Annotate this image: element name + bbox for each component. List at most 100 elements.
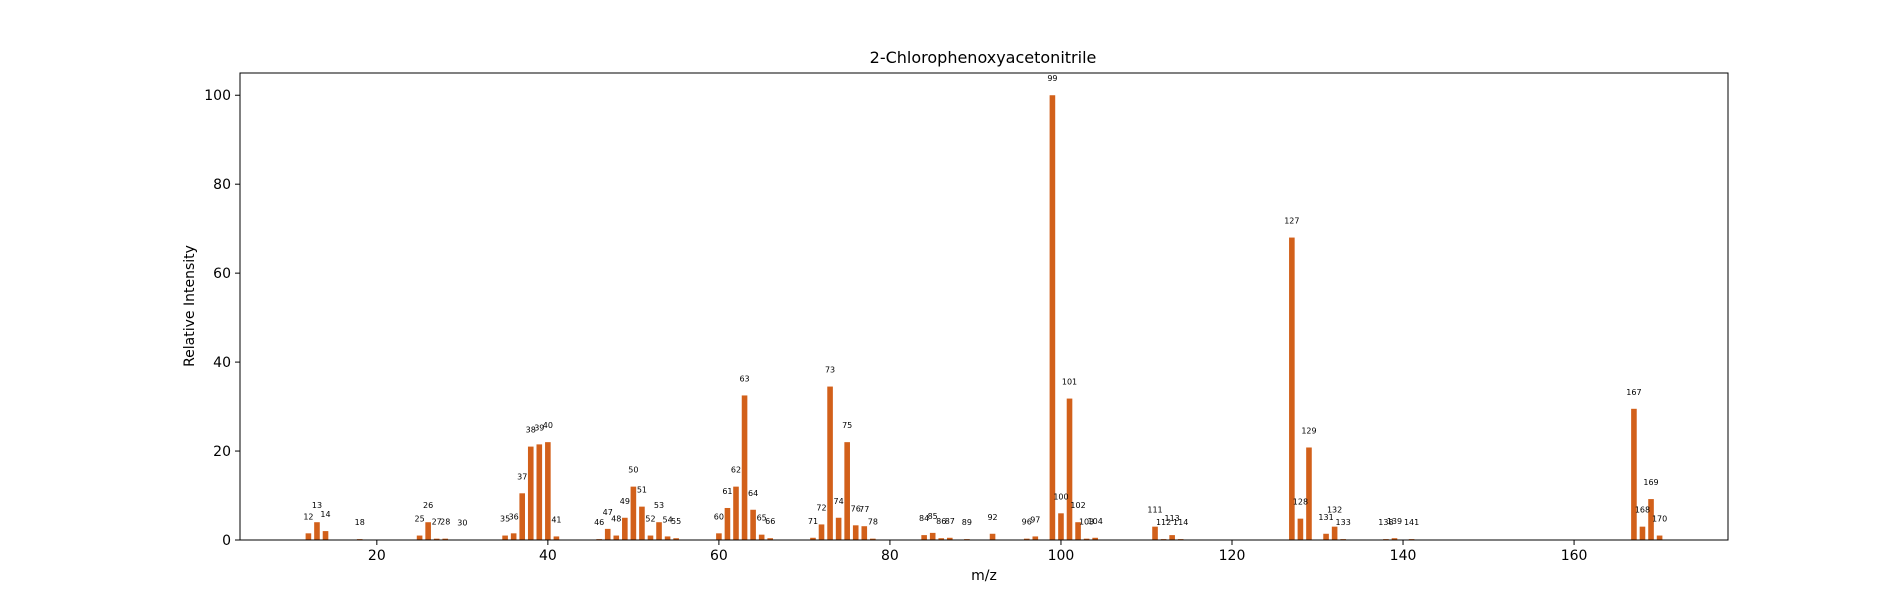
bar-mz-168 [1639,526,1646,540]
y-tick-label: 60 [213,266,231,282]
bar-label-mz-141: 141 [1404,518,1419,527]
x-axis: 20 40 60 80 100 120 140 160 [368,540,1587,564]
bar-mz-40 [545,442,551,540]
bar-label-mz-30: 30 [457,519,467,528]
bar-mz-111 [1152,526,1158,540]
bar-mz-129 [1306,447,1312,540]
bar-mz-78 [870,538,876,540]
bar-label-mz-131: 131 [1318,513,1333,522]
bar-mz-73 [827,386,833,540]
bar-label-mz-133: 133 [1336,518,1351,527]
bar-label-mz-97: 97 [1030,515,1040,524]
bar-label-mz-61: 61 [722,487,732,496]
bar-label-mz-104: 104 [1088,517,1103,526]
bar-label-mz-66: 66 [765,517,775,526]
bar-mz-97 [1032,536,1039,540]
y-axis: 0 20 40 60 80 100 [204,88,240,549]
bar-label-mz-169: 169 [1643,478,1658,487]
bar-label-mz-138: 138 [1378,518,1393,527]
plot-frame [239,72,1729,541]
bar-mz-54 [664,536,671,540]
bar-label-mz-99: 99 [1047,74,1057,83]
bar-mz-167 [1631,408,1637,540]
bar-mz-12 [305,533,312,540]
bar-mz-104 [1092,537,1098,540]
y-tick-label: 20 [213,444,231,460]
bar-mz-55 [673,538,679,540]
y-axis-title: Relative Intensity [182,245,198,367]
bar-mz-47 [604,528,611,540]
bar-mz-132 [1331,526,1338,540]
bar-label-mz-28: 28 [440,518,450,527]
x-tick-label: 60 [710,548,728,564]
bar-label-mz-63: 63 [739,374,749,383]
bar-mz-52 [647,535,654,540]
bar-mz-60 [716,533,722,540]
bar-mz-62 [733,486,739,540]
bar-mz-71 [810,537,816,540]
bar-label-mz-52: 52 [645,515,655,524]
bar-mz-102 [1075,522,1081,540]
bar-mz-13 [314,522,320,540]
bar-label-mz-53: 53 [654,501,664,510]
bar-label-mz-73: 73 [825,366,835,375]
y-tick-label: 100 [204,88,231,104]
bar-mz-63 [741,395,748,540]
bar-label-mz-100: 100 [1053,492,1068,501]
bar-label-mz-25: 25 [414,515,424,524]
bar-label-mz-78: 78 [868,518,878,527]
chart-title: 2-Chlorophenoxyacetonitrile [870,48,1097,67]
bar-mz-41 [553,536,560,540]
bar-mz-84 [921,535,927,540]
bar-label-mz-167: 167 [1626,388,1641,397]
bar-mz-76 [852,525,859,540]
bar-mz-37 [519,493,526,540]
bar-mz-38 [527,446,534,540]
bar-label-mz-62: 62 [731,466,741,475]
bar-mz-99 [1049,95,1056,541]
bar-mz-36 [510,533,517,540]
bar-label-mz-72: 72 [816,503,826,512]
bar-label-mz-38: 38 [526,426,536,435]
bar-label-mz-35: 35 [500,515,510,524]
bar-label-mz-139: 139 [1387,517,1402,526]
bar-mz-92 [989,533,996,540]
bar-label-mz-168: 168 [1635,506,1650,515]
bar-label-mz-47: 47 [603,508,613,517]
bars-group [305,95,1663,541]
y-tick-label: 0 [222,533,231,549]
bar-mz-48 [613,535,620,540]
bar-mz-169 [1648,499,1654,540]
bar-mz-128 [1297,518,1304,540]
bar-label-mz-132: 132 [1327,506,1342,515]
bar-mz-100 [1058,513,1064,540]
bar-label-mz-92: 92 [987,513,997,522]
bar-label-mz-114: 114 [1173,518,1188,527]
y-tick-label: 40 [213,355,231,371]
bar-mz-26 [425,522,431,540]
bar-label-mz-96: 96 [1022,518,1032,527]
bar-mz-131 [1323,533,1329,540]
bar-label-mz-65: 65 [757,514,767,523]
bar-mz-51 [639,506,645,540]
bar-label-mz-112: 112 [1156,518,1171,527]
bar-mz-103 [1083,538,1090,540]
x-tick-label: 80 [881,548,899,564]
bar-label-mz-39: 39 [534,423,544,432]
bar-mz-65 [758,534,765,540]
bar-label-mz-54: 54 [662,515,672,524]
bar-label-mz-75: 75 [842,421,852,430]
bar-mz-27 [433,538,440,540]
x-tick-label: 140 [1390,548,1417,564]
bar-mz-87 [946,537,953,540]
bar-label-mz-71: 71 [808,517,818,526]
bar-mz-61 [724,507,731,540]
bar-mz-53 [656,522,662,540]
bar-mz-49 [622,517,628,540]
bar-label-mz-87: 87 [945,517,955,526]
bar-label-mz-113: 113 [1164,514,1179,523]
bar-label-mz-84: 84 [919,514,929,523]
bar-label-mz-77: 77 [859,505,869,514]
bar-label-mz-40: 40 [543,421,553,430]
